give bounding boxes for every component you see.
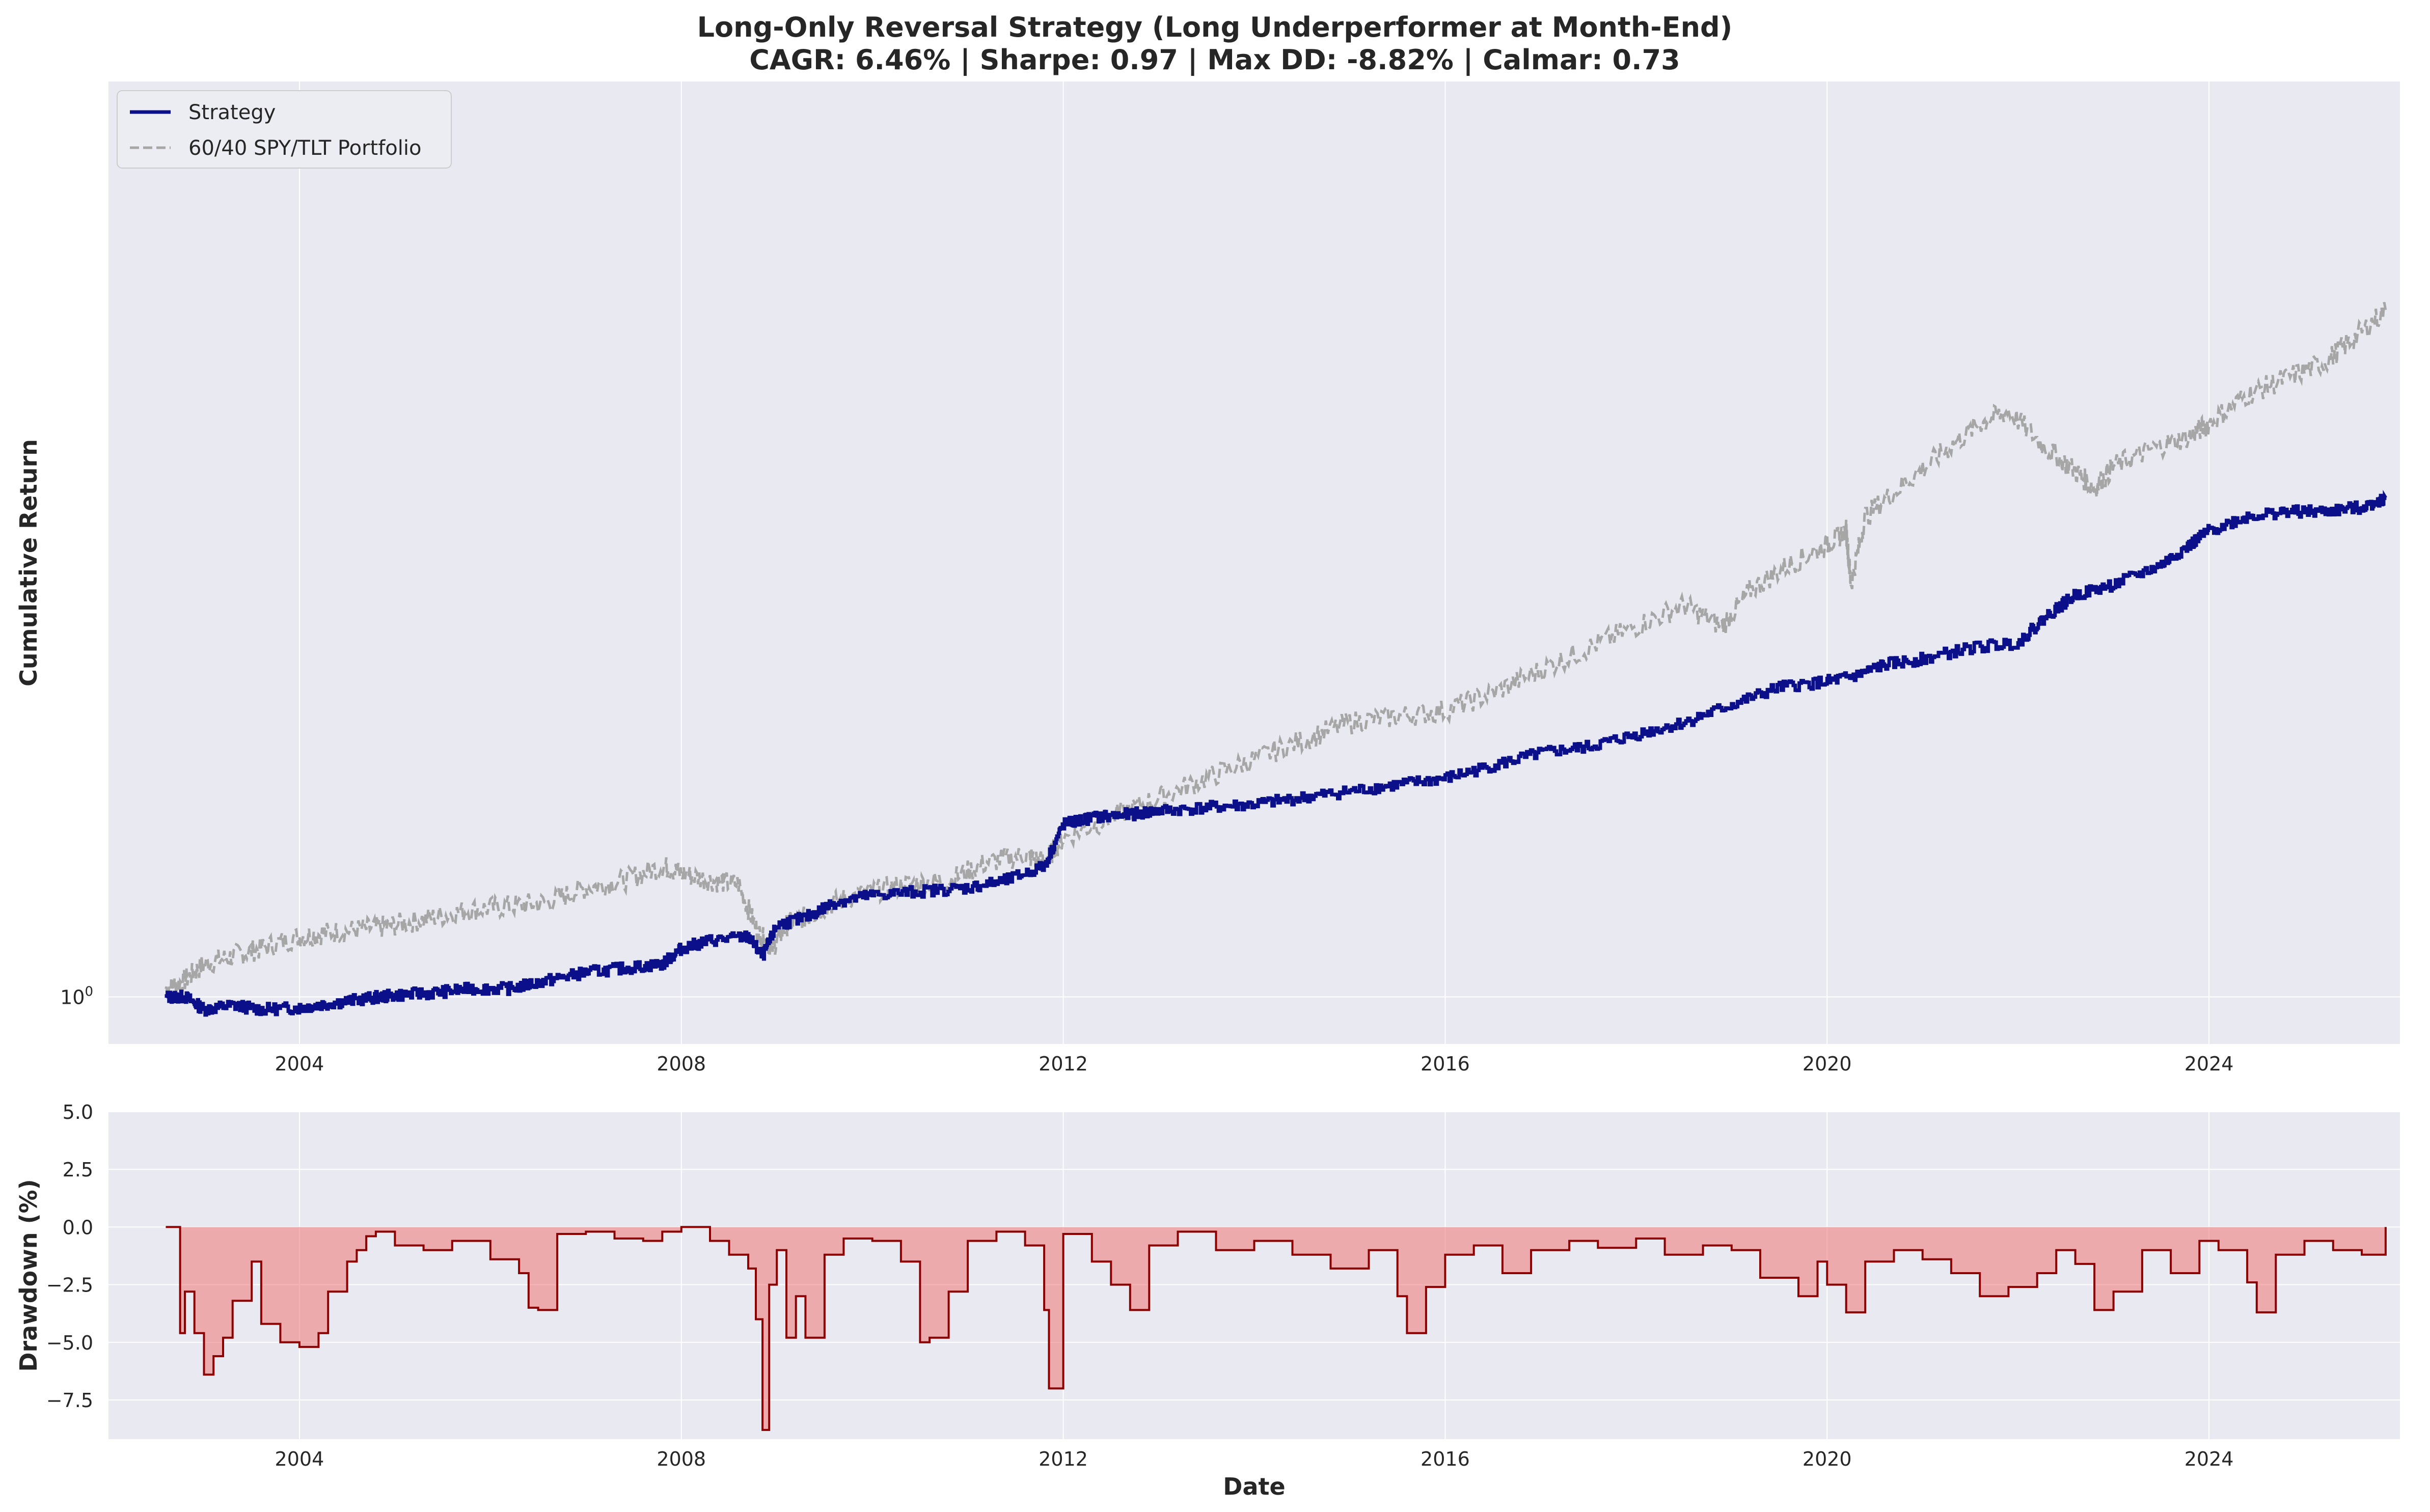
chart-title: Long-Only Reversal Strategy (Long Underp…	[697, 11, 1733, 43]
bottom-x-tick-label: 2008	[657, 1448, 706, 1470]
top-grid	[108, 81, 2400, 1044]
bottom-plot-background	[108, 1112, 2400, 1439]
top-plot-background	[108, 81, 2400, 1044]
cumulative-return-panel: 2004 2008 2012 2016 2020 2024 100 Cumulative …	[15, 81, 2400, 1075]
legend-label-60-40: 60/40 SPY/TLT Portfolio	[188, 136, 421, 160]
legend-label-strategy: Strategy	[188, 101, 276, 124]
y-axis-label-cumulative-return: Cumulative Return	[15, 439, 42, 686]
series-line-60-40-spy-tlt	[165, 301, 2387, 997]
top-x-tick-label: 2004	[275, 1053, 324, 1075]
legend: Strategy 60/40 SPY/TLT Portfolio	[117, 90, 452, 169]
bottom-x-tick-label: 2012	[1039, 1448, 1088, 1470]
bottom-y-tick-label: 2.5	[63, 1159, 93, 1181]
bottom-y-tick-labels: 5.0 2.5 0.0 −2.5 −5.0 −7.5	[46, 1101, 93, 1412]
bottom-x-tick-label: 2020	[1803, 1448, 1852, 1470]
bottom-x-tick-label: 2024	[2185, 1448, 2234, 1470]
bottom-y-tick-label: 5.0	[63, 1101, 93, 1123]
bottom-x-tick-labels: 2004 2008 2012 2016 2020 2024	[275, 1448, 2234, 1470]
top-x-tick-label: 2016	[1421, 1053, 1470, 1075]
bottom-y-tick-label: −2.5	[46, 1274, 93, 1297]
top-x-tick-label: 2024	[2185, 1053, 2234, 1075]
drawdown-line	[166, 1226, 2387, 1431]
series-line-strategy	[165, 489, 2387, 1017]
bottom-y-tick-label: −5.0	[46, 1332, 93, 1354]
bottom-series-layer	[166, 1226, 2387, 1431]
chart-subtitle: CAGR: 6.46% | Sharpe: 0.97 | Max DD: -8.…	[749, 44, 1680, 76]
top-x-tick-label: 2012	[1039, 1053, 1088, 1075]
bottom-x-tick-label: 2004	[275, 1448, 324, 1470]
top-x-tick-label: 2020	[1803, 1053, 1852, 1075]
top-x-tick-labels: 2004 2008 2012 2016 2020 2024	[275, 1053, 2234, 1075]
legend-box	[117, 90, 452, 169]
top-series-layer	[165, 301, 2387, 1017]
x-axis-label-date: Date	[1223, 1473, 1285, 1500]
top-x-tick-label: 2008	[657, 1053, 706, 1075]
drawdown-panel: 2004 2008 2012 2016 2020 2024 5.0 2.5 0.0 −2.5 −5…	[15, 1101, 2400, 1500]
bottom-y-tick-label: 0.0	[63, 1216, 93, 1239]
y-axis-label-drawdown: Drawdown (%)	[15, 1179, 42, 1371]
drawdown-area	[166, 1227, 2386, 1430]
bottom-y-tick-label: −7.5	[46, 1389, 93, 1412]
bottom-x-tick-label: 2016	[1421, 1448, 1470, 1470]
